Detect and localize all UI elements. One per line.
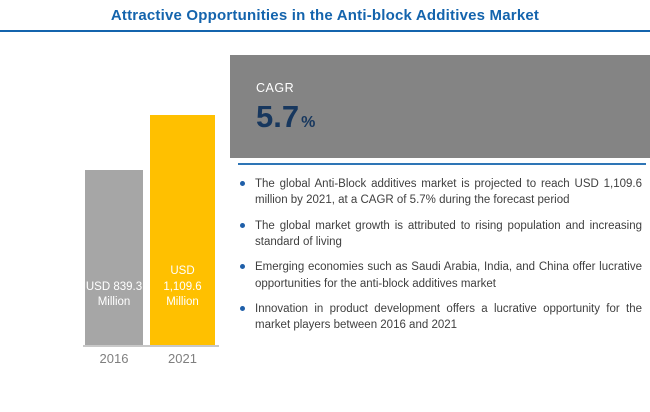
- x-tick-2021: 2021: [168, 351, 197, 366]
- cagr-value-row: 5.7%: [256, 99, 650, 135]
- bullet-dot-icon: [240, 264, 245, 270]
- bullet-text: Innovation in product development offers…: [255, 302, 642, 332]
- page-title: Attractive Opportunities in the Anti-blo…: [110, 7, 540, 24]
- bullet-text: The global Anti-Block additives market i…: [255, 178, 642, 207]
- list-item: The global market growth is attributed t…: [238, 218, 642, 251]
- bullet-dot-icon: [240, 181, 245, 186]
- bullet-dot-icon: [240, 305, 245, 311]
- bar-2016-value-label: USD 839.3 Million: [85, 280, 143, 309]
- panel-divider-line: [238, 163, 646, 165]
- bullet-text: The global market growth is attributed t…: [255, 219, 642, 248]
- key-points-list: The global Anti-Block additives market i…: [238, 176, 642, 343]
- bar-2021: USD 1,109.6 Million: [150, 115, 215, 345]
- x-tick-2016: 2016: [99, 351, 129, 366]
- bullet-dot-icon: [240, 222, 245, 228]
- cagr-label: CAGR: [256, 81, 295, 95]
- bar-2021-value-label: USD 1,109.6 Million: [163, 265, 202, 309]
- list-item: Innovation in product development offers…: [238, 301, 642, 334]
- bullet-text: Emerging economies such as Saudi Arabia,…: [255, 261, 642, 290]
- title-underline: [0, 30, 650, 32]
- list-item: The global Anti-Block additives market i…: [238, 176, 642, 209]
- cagr-panel: CAGR 5.7%: [230, 55, 650, 158]
- cagr-unit: %: [301, 114, 316, 131]
- x-axis-line: [83, 345, 219, 347]
- bar-2016: USD 839.3 Million: [85, 170, 143, 345]
- list-item: Emerging economies such as Saudi Arabia,…: [238, 259, 642, 292]
- cagr-value: 5.7: [256, 99, 300, 134]
